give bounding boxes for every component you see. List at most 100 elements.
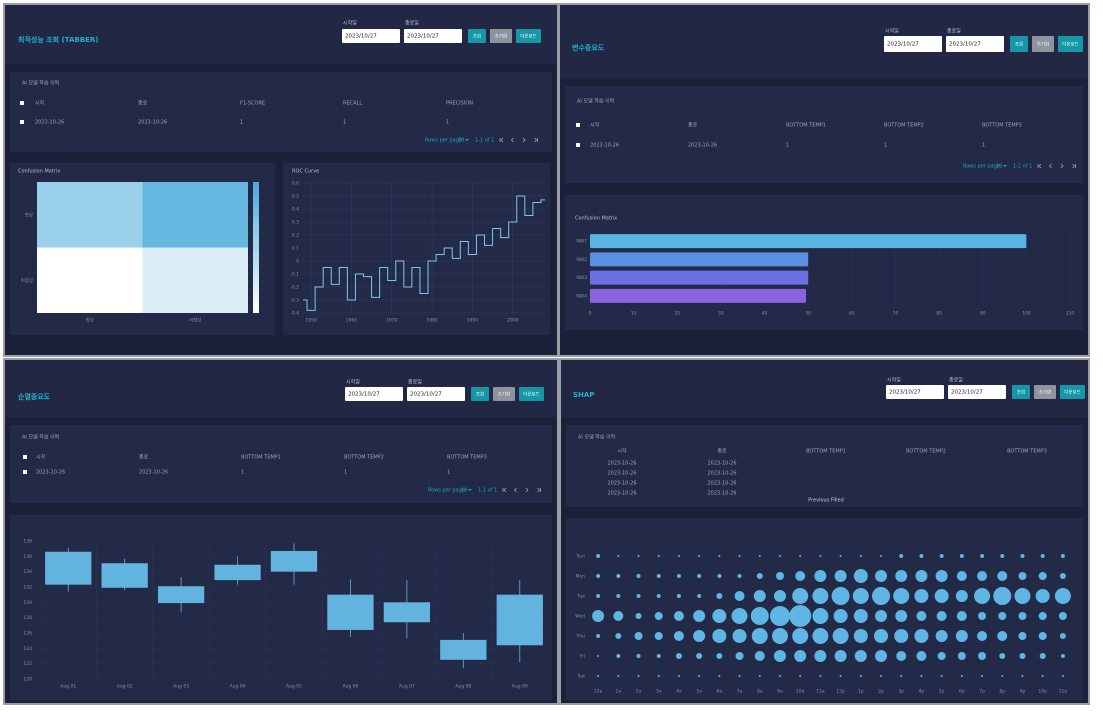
end-date-input[interactable] xyxy=(404,29,462,43)
column-header: BOTTOM TEMP2 xyxy=(344,455,384,461)
bubble xyxy=(893,588,910,604)
table-cell: 2023-10-26 xyxy=(707,461,736,467)
button-label: 초기화 xyxy=(498,391,510,398)
x-tick-label: 1a xyxy=(616,689,622,695)
table-cell: 1 xyxy=(447,470,450,476)
bubble xyxy=(937,652,946,660)
x-tick-label: 1980 xyxy=(426,318,438,324)
button[interactable] xyxy=(1012,385,1030,399)
y-tick-label: NW2 xyxy=(576,257,587,263)
y-tick-label: 134 xyxy=(23,569,32,575)
bubble xyxy=(1058,612,1067,620)
bubble xyxy=(1001,675,1004,677)
button[interactable] xyxy=(519,387,544,401)
x-tick-label: 100 xyxy=(1022,311,1031,317)
button[interactable] xyxy=(1010,36,1028,52)
panel-title: 변수중요도 xyxy=(572,43,605,52)
heatmap-cell xyxy=(142,247,248,313)
card xyxy=(566,518,1083,700)
bubble xyxy=(955,630,968,642)
page-nav-icon[interactable] xyxy=(537,487,541,493)
rows-per-page: 10 xyxy=(996,164,1002,170)
bubble xyxy=(1040,554,1045,558)
y-tick-label: 138 xyxy=(23,539,32,545)
start-date-input[interactable] xyxy=(886,385,944,399)
y-tick-label: Fri xyxy=(580,654,585,660)
page-nav-icon[interactable] xyxy=(534,137,538,143)
end-date-input[interactable] xyxy=(948,385,1006,399)
page-nav-icon[interactable] xyxy=(499,137,504,143)
x-tick-label: 1p xyxy=(858,689,864,695)
checkbox[interactable] xyxy=(23,470,27,474)
x-tick-label: 7p xyxy=(979,689,985,695)
page-nav-icon[interactable] xyxy=(1037,163,1042,169)
start-label: 시작일 xyxy=(887,377,901,384)
bubble xyxy=(673,631,684,641)
column-header: RECALL xyxy=(343,101,362,107)
bubble xyxy=(920,675,923,677)
table-cell: 2023-10-26 xyxy=(607,491,636,497)
bubble xyxy=(596,574,601,578)
y-tick-label: Wed xyxy=(575,614,585,620)
rows-per-page-label: Rows per page: xyxy=(428,488,467,494)
checkbox[interactable] xyxy=(20,120,24,124)
bubble xyxy=(935,630,948,642)
page-nav-icon[interactable] xyxy=(502,487,507,493)
heatmap-cell xyxy=(142,182,248,248)
table-title: AI 모델 학습 이력 xyxy=(22,434,59,441)
button[interactable] xyxy=(1032,36,1054,52)
page-nav-icon[interactable] xyxy=(1049,163,1052,169)
end-date-input[interactable] xyxy=(946,36,1004,52)
button[interactable] xyxy=(493,387,515,401)
start-date-input[interactable] xyxy=(342,29,400,43)
card xyxy=(10,425,552,503)
button[interactable] xyxy=(1034,385,1056,399)
button[interactable] xyxy=(471,387,489,401)
table-cell: 2023-10-26 xyxy=(36,470,65,476)
bubble xyxy=(1018,572,1027,580)
button[interactable] xyxy=(468,29,486,43)
button[interactable] xyxy=(490,29,512,43)
button[interactable] xyxy=(1058,36,1083,52)
checkbox[interactable] xyxy=(576,143,580,147)
x-tick-label: 70 xyxy=(893,311,899,317)
dropdown-caret[interactable] xyxy=(1003,165,1007,167)
page-nav-icon[interactable] xyxy=(525,487,529,493)
checkbox[interactable] xyxy=(23,455,27,459)
page-nav-icon[interactable] xyxy=(511,137,514,143)
panel-header xyxy=(5,5,557,64)
dropdown-caret[interactable] xyxy=(465,139,469,141)
rows-per-page: 10 xyxy=(458,138,464,144)
y-tick-label: NW4 xyxy=(576,293,587,299)
end-date-value: 2023/10/27 xyxy=(949,42,981,48)
end-label: 종료일 xyxy=(949,377,963,384)
bubble xyxy=(676,594,681,598)
x-tick-label: 1950 xyxy=(305,318,317,324)
checkbox[interactable] xyxy=(20,101,24,105)
y-tick-label: 132 xyxy=(23,585,32,591)
checkbox[interactable] xyxy=(576,123,580,127)
page-nav-icon[interactable] xyxy=(1060,163,1064,169)
y-tick-label: 0.5 xyxy=(292,194,299,200)
dropdown-caret[interactable] xyxy=(468,489,472,491)
bubble xyxy=(677,555,680,557)
bubble xyxy=(997,631,1008,641)
column-header: 시작 xyxy=(35,100,45,107)
bubble xyxy=(637,555,640,557)
start-date-input[interactable] xyxy=(884,36,942,52)
page-nav-icon[interactable] xyxy=(514,487,517,493)
y-tick-label: Sat xyxy=(578,674,586,680)
bubble xyxy=(915,570,928,582)
y-tick-label: NW3 xyxy=(576,275,587,281)
x-tick-label: Aug 06 xyxy=(342,684,358,690)
page-nav-icon[interactable] xyxy=(522,137,526,143)
candle-body xyxy=(383,602,431,623)
start-date-input[interactable] xyxy=(345,387,403,401)
bubble xyxy=(756,573,763,579)
end-date-input[interactable] xyxy=(407,387,465,401)
bubble xyxy=(613,611,624,621)
button[interactable] xyxy=(516,29,541,43)
page-nav-icon[interactable] xyxy=(1072,163,1076,169)
button[interactable] xyxy=(1060,385,1085,399)
bubble xyxy=(914,589,929,603)
